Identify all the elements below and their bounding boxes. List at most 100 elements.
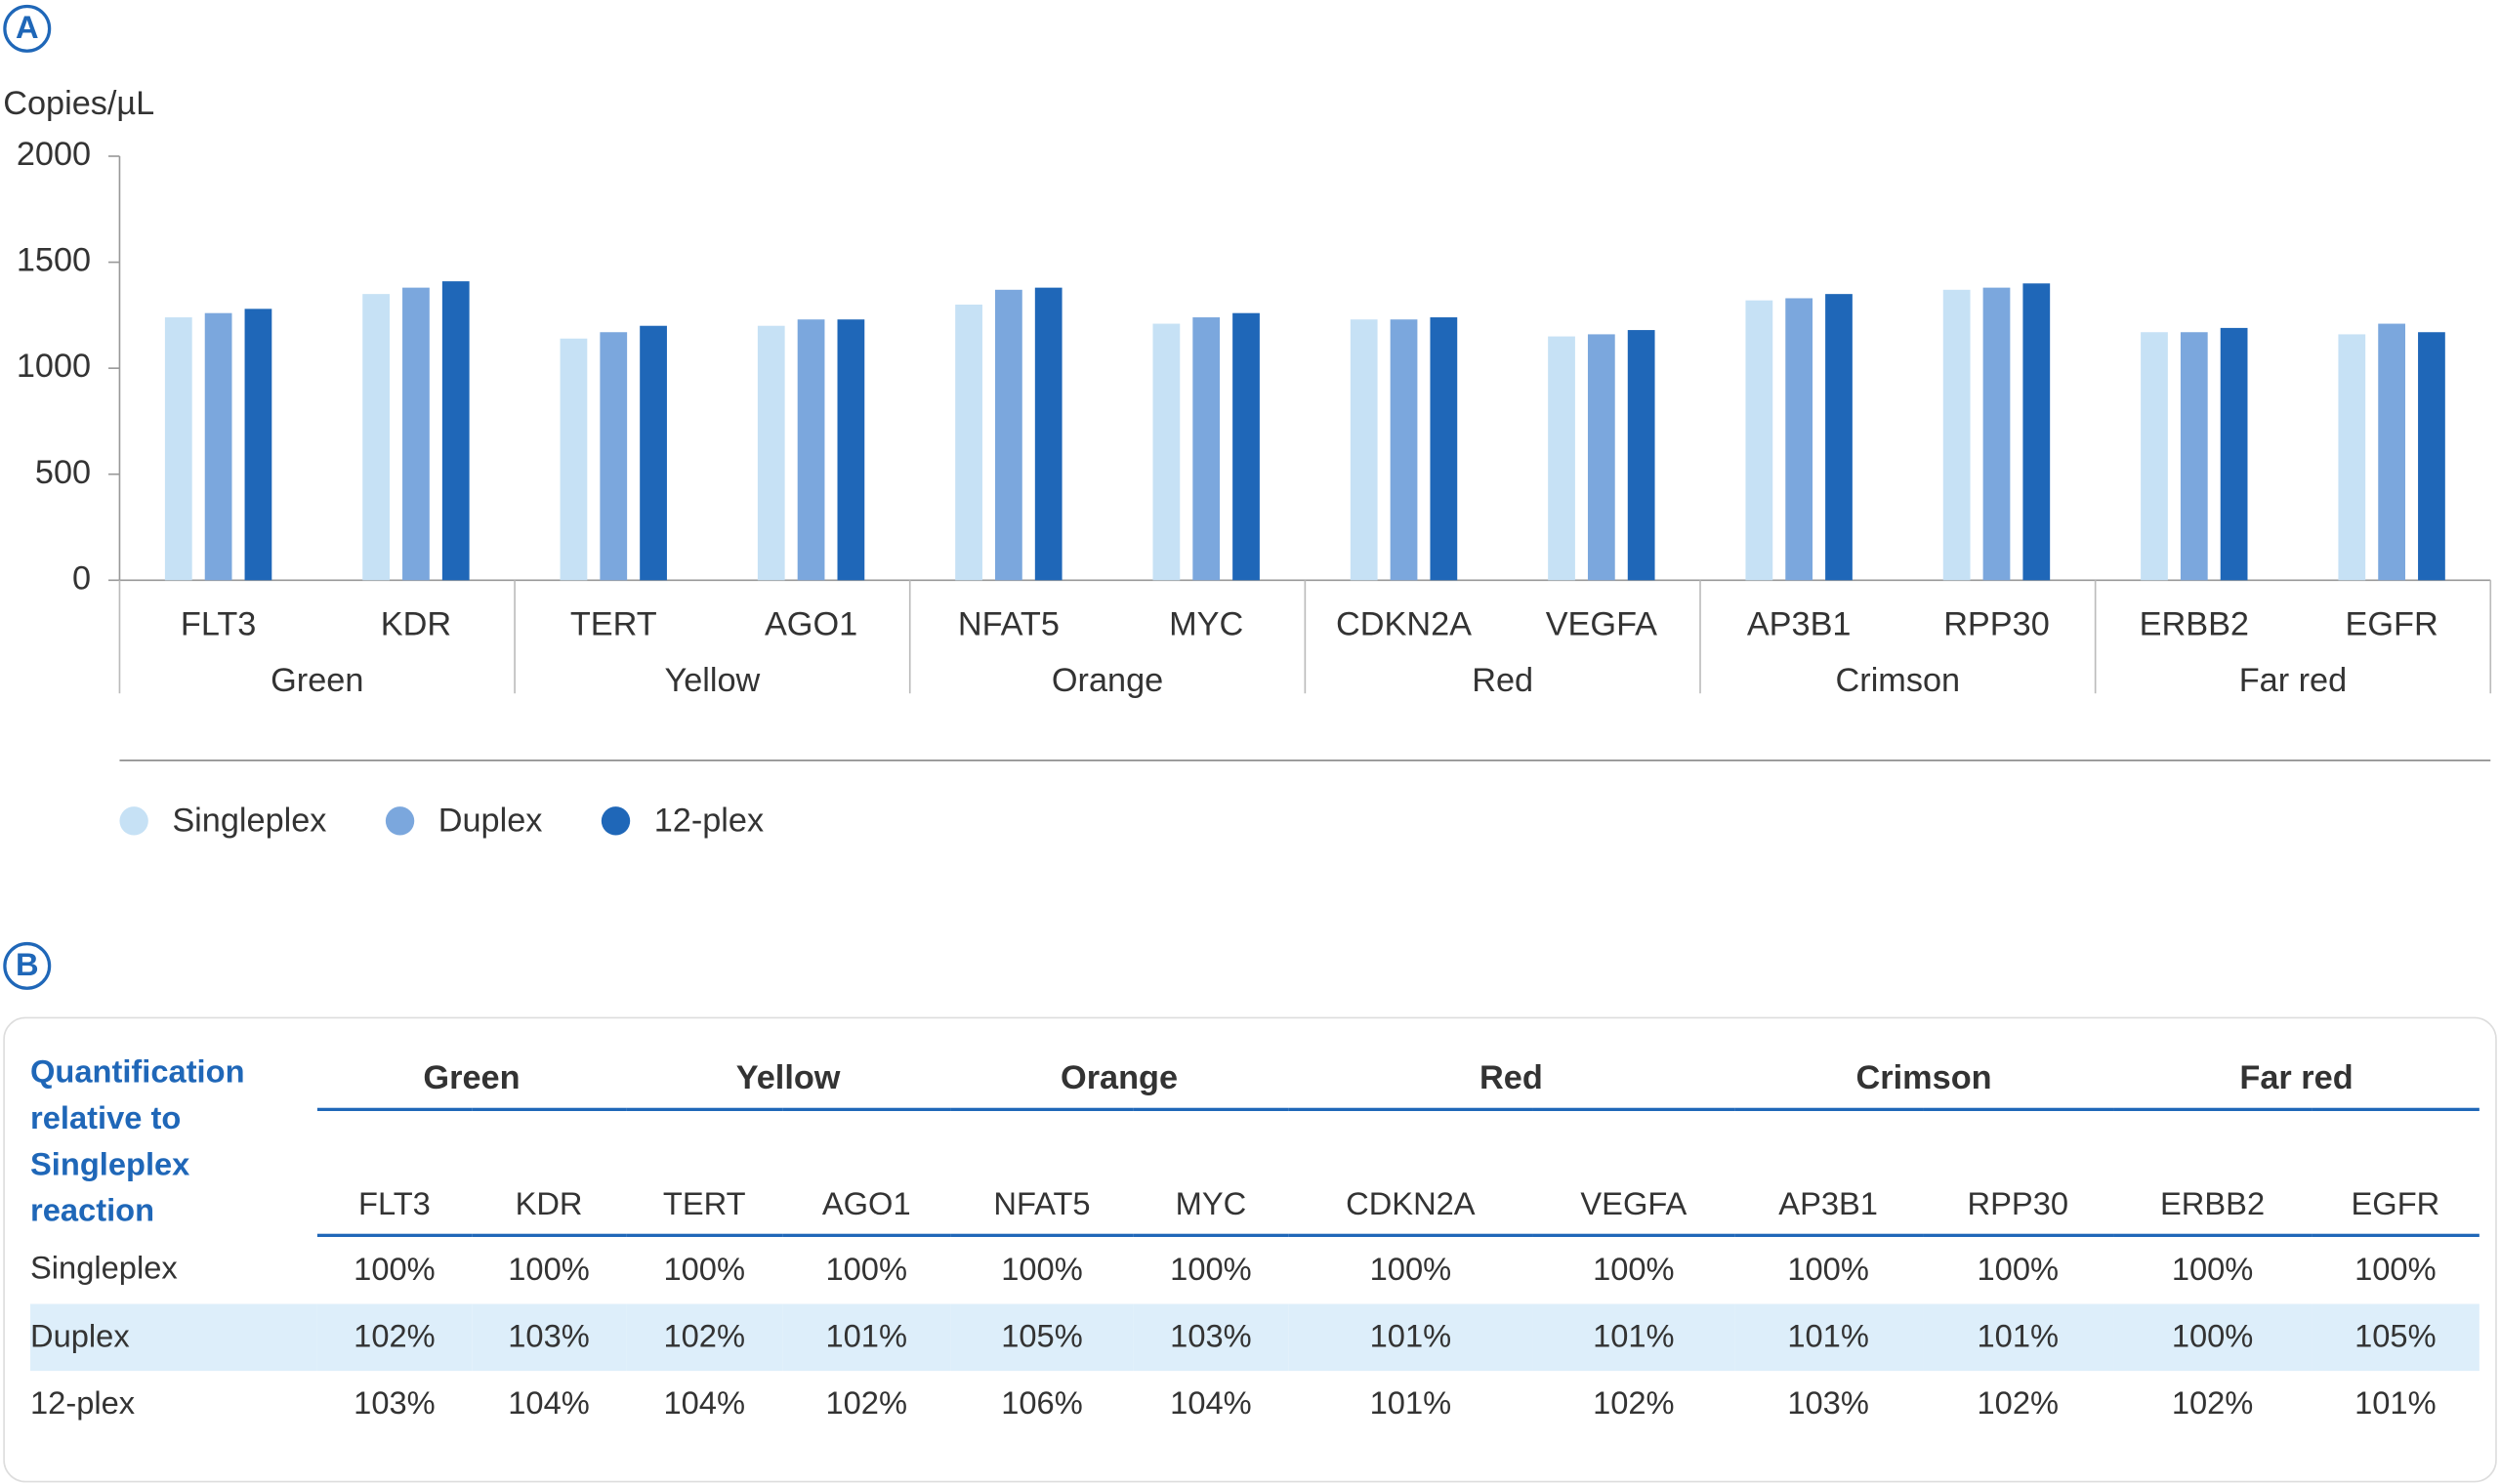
- cell: 100%: [508, 1252, 590, 1288]
- cell: 103%: [471, 1303, 627, 1372]
- legend-marker: [385, 806, 415, 836]
- cell: 103%: [354, 1385, 436, 1422]
- panel-label: A: [3, 4, 52, 53]
- group-header: Crimson: [1733, 1050, 2114, 1112]
- legend-marker: [119, 806, 148, 836]
- chart: Copies/µL 0 500 1000 1500 2000 Green Yellow Ora…: [3, 85, 2492, 840]
- gene-header: NFAT5: [950, 1109, 1134, 1237]
- cell: 100%: [1787, 1252, 1869, 1288]
- x-tick-label: TERT: [570, 606, 657, 643]
- bar: [600, 332, 628, 581]
- cell: 102%: [316, 1303, 472, 1372]
- row-label: Singleplex: [30, 1251, 178, 1287]
- group-label: Orange: [1052, 662, 1163, 699]
- cell: 104%: [1170, 1385, 1252, 1422]
- cell: 100%: [2113, 1303, 2312, 1372]
- gene-header: KDR: [471, 1109, 627, 1237]
- cell: 103%: [1133, 1303, 1288, 1372]
- cell: 100%: [1170, 1252, 1252, 1288]
- legend-label: Singleplex: [172, 803, 326, 840]
- x-tick-label: CDKN2A: [1336, 606, 1472, 643]
- bar: [1350, 319, 1378, 581]
- bar: [560, 338, 588, 581]
- gene-header: EGFR: [2311, 1109, 2479, 1237]
- cell: 104%: [508, 1385, 590, 1422]
- y-axis-label: Copies/µL: [3, 85, 154, 122]
- bar: [1152, 323, 1181, 581]
- bar: [837, 319, 865, 581]
- gene-header: ERBB2: [2113, 1109, 2312, 1237]
- bar: [2378, 323, 2405, 581]
- bar: [2220, 327, 2248, 581]
- bar: [1745, 300, 1773, 581]
- bar: [1430, 317, 1458, 581]
- y-tick-label: 0: [72, 559, 91, 597]
- cell: 101%: [1287, 1303, 1533, 1372]
- group-label: Crimson: [1836, 662, 1961, 699]
- cell: 101%: [2354, 1385, 2437, 1422]
- bar: [797, 319, 825, 581]
- row-label: Duplex: [30, 1303, 317, 1372]
- y-tick-label: 500: [35, 454, 91, 491]
- x-tick-label: FLT3: [181, 606, 256, 643]
- bar: [1982, 287, 2011, 581]
- x-tick-label: RPP30: [1943, 606, 2050, 643]
- cell: 102%: [825, 1385, 907, 1422]
- cell: 102%: [1593, 1385, 1675, 1422]
- bar: [244, 309, 272, 581]
- header-row: Quantification relative to Singleplex re…: [30, 1050, 2479, 1229]
- x-tick-label: VEGFA: [1546, 606, 1657, 643]
- cell: 100%: [1977, 1252, 2060, 1288]
- gene-header: CDKN2A: [1287, 1109, 1533, 1237]
- cell: 101%: [782, 1303, 951, 1372]
- legend-label: Duplex: [438, 803, 543, 840]
- group-header: Green: [316, 1050, 627, 1112]
- gene-header: TERT: [626, 1109, 783, 1237]
- gene-header: AP3B1: [1733, 1109, 1923, 1237]
- bar: [2022, 283, 2051, 581]
- cell: 102%: [2171, 1385, 2254, 1422]
- cell: 100%: [825, 1252, 907, 1288]
- cell: 106%: [1001, 1385, 1083, 1422]
- group-label: Green: [271, 662, 363, 699]
- bar: [1232, 312, 1260, 581]
- cell: 101%: [1369, 1385, 1452, 1422]
- row-label: 12-plex: [30, 1385, 136, 1422]
- cell: 100%: [2354, 1252, 2437, 1288]
- cell: 100%: [663, 1252, 745, 1288]
- gene-header: FLT3: [316, 1109, 472, 1237]
- cell: 102%: [626, 1303, 783, 1372]
- gene-header: MYC: [1133, 1109, 1288, 1237]
- x-tick-label: AGO1: [765, 606, 857, 643]
- table: Quantification relative to Singleplex re…: [30, 1050, 2479, 1438]
- x-tick-label: EGFR: [2346, 606, 2438, 643]
- x-tick-label: KDR: [381, 606, 451, 643]
- bar: [402, 287, 430, 581]
- bar: [2180, 332, 2208, 581]
- bar: [362, 294, 390, 581]
- cell: 103%: [1787, 1385, 1869, 1422]
- cell: 100%: [354, 1252, 436, 1288]
- group-header: Red: [1287, 1050, 1734, 1112]
- x-tick-label: AP3B1: [1747, 606, 1852, 643]
- y-tick-label: 1000: [17, 348, 91, 385]
- bar: [2338, 334, 2366, 581]
- table-header: Quantification relative to Singleplex re…: [30, 1054, 245, 1229]
- gene-header: VEGFA: [1532, 1109, 1734, 1237]
- bar: [164, 317, 192, 581]
- panel-label: B: [3, 941, 52, 990]
- x-tick-label: ERBB2: [2140, 606, 2249, 643]
- group-header: Orange: [950, 1050, 1288, 1112]
- cell: 101%: [1922, 1303, 2114, 1372]
- cell: 105%: [950, 1303, 1134, 1372]
- y-tick-label: 1500: [17, 242, 91, 279]
- bar: [1825, 294, 1853, 581]
- cell: 102%: [1977, 1385, 2060, 1422]
- cell: 100%: [1001, 1252, 1083, 1288]
- cell: 100%: [1369, 1252, 1452, 1288]
- bar: [1034, 287, 1062, 581]
- cell: 104%: [663, 1385, 745, 1422]
- bar: [1942, 289, 1971, 581]
